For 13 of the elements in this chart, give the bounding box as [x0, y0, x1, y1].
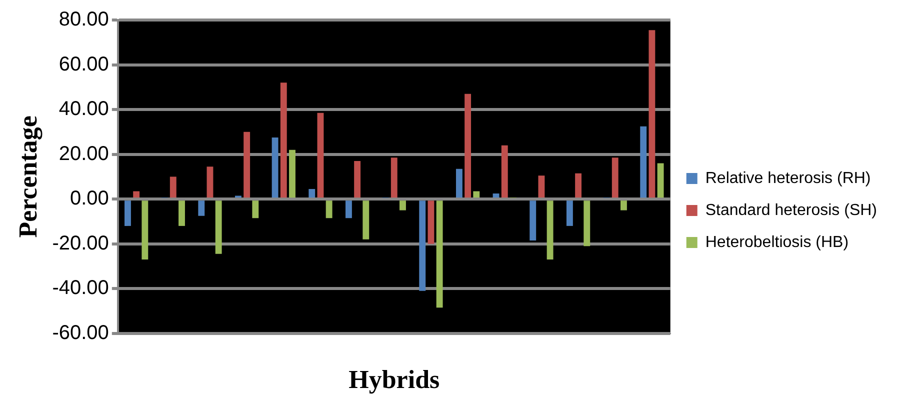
legend-label: Standard heterosis (SH) — [705, 202, 878, 219]
y-axis-title: Percentage — [13, 116, 42, 238]
y-tick-label: 60.00 — [58, 53, 109, 76]
y-tick-label: -20.00 — [52, 232, 109, 254]
y-tick-label: -60.00 — [52, 322, 109, 344]
y-tick-label: 80.00 — [58, 8, 109, 31]
legend-label: Relative heterosis (RH) — [705, 170, 871, 187]
y-tick-label: 40.00 — [58, 98, 109, 120]
y-tick-label: 20.00 — [58, 142, 109, 165]
y-tick-label: 0.00 — [70, 188, 109, 210]
y-tick-label: -40.00 — [52, 277, 109, 300]
legend-label: Heterobeltiosis (HB) — [705, 234, 849, 251]
x-axis-title: Hybrids — [348, 365, 440, 394]
